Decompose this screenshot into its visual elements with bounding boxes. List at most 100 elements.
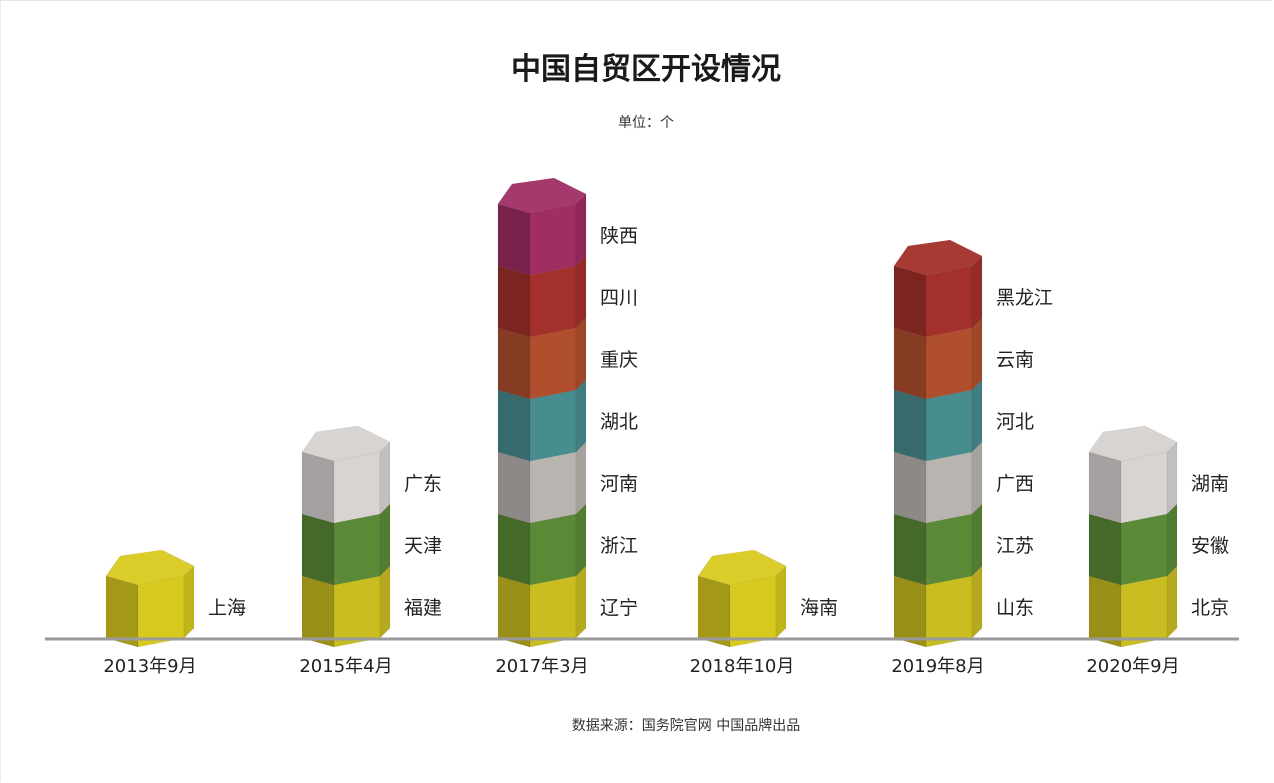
bar-segment-front-face — [925, 513, 973, 586]
segment-label: 安徽 — [1191, 535, 1229, 557]
bar-segment-left-face — [301, 575, 335, 648]
bar-segment-right-face — [1166, 503, 1178, 577]
bar-top-face — [1088, 425, 1178, 462]
bar-segment-right-face — [1166, 441, 1178, 515]
bar-segment-left-face — [1088, 451, 1122, 524]
bar-segment-left-face — [301, 451, 335, 524]
bar-segment-right-face — [971, 503, 983, 577]
bar-segment-left-face — [893, 265, 927, 338]
segment-label: 浙江 — [600, 535, 638, 557]
segment-label: 河南 — [600, 473, 638, 495]
bar-segment-left-face — [497, 265, 531, 338]
bar-segment-right-face — [971, 441, 983, 515]
segment-label: 云南 — [996, 349, 1034, 371]
bar-segment-left-face — [497, 203, 531, 276]
segment-label: 黑龙江 — [996, 287, 1053, 309]
bar-segment-left-face — [893, 451, 927, 524]
bar-top-face — [301, 425, 391, 462]
bar-segment-front-face — [529, 389, 577, 462]
bar-segment-front-face — [1120, 513, 1168, 586]
bar-segment-right-face — [575, 565, 587, 639]
x-tick-group: 2013年9月 2015年4月 2017年3月 2018年10月 2019年8月 2020… — [103, 656, 1179, 677]
bar-segment-front-face — [529, 575, 577, 648]
bar-top-face — [697, 549, 787, 586]
bar-segment-left-face — [105, 575, 139, 648]
x-tick-label: 2015年4月 — [299, 656, 392, 677]
bar-segment-front-face — [529, 513, 577, 586]
bar-segment-right-face — [971, 255, 983, 329]
segment-label: 辽宁 — [600, 597, 638, 619]
bar-segment-right-face — [575, 503, 587, 577]
bar-segment-left-face — [497, 389, 531, 462]
bar-segment-front-face — [925, 451, 973, 524]
bar-segment-front-face — [925, 575, 973, 648]
bar-segment-front-face — [529, 327, 577, 400]
bar-segment-right-face — [183, 565, 195, 639]
bar-segment-right-face — [379, 503, 391, 577]
bar-segment-left-face — [893, 513, 927, 586]
x-tick-label: 2018年10月 — [690, 656, 795, 677]
bar-segment-front-face — [333, 575, 381, 648]
bar-segment-right-face — [575, 255, 587, 329]
bar-segment-right-face — [575, 193, 587, 267]
source-note: 数据来源：国务院官网 中国品牌出品 — [572, 717, 800, 734]
bar-segment-left-face — [497, 575, 531, 648]
bar-segment-left-face — [497, 451, 531, 524]
segment-label: 广东 — [404, 473, 442, 495]
bar-stack: 上海 — [105, 549, 246, 648]
chart-subtitle: 单位：个 — [618, 115, 674, 131]
segment-label: 河北 — [996, 411, 1034, 433]
bar-segment-front-face — [529, 265, 577, 338]
bar-top-face — [105, 549, 195, 586]
bar-segment-front-face — [529, 203, 577, 276]
segment-label: 重庆 — [600, 349, 638, 371]
segment-label: 天津 — [404, 535, 442, 557]
bar-stack: 山东 江苏 广西 河北 云南 黑龙江 — [893, 239, 1053, 648]
bar-segment-right-face — [971, 317, 983, 391]
chart-title: 中国自贸区开设情况 — [511, 52, 781, 87]
bar-segment-front-face — [925, 265, 973, 338]
bar-segment-right-face — [575, 317, 587, 391]
bar-segment-left-face — [893, 389, 927, 462]
bar-top-face — [497, 177, 587, 214]
bar-stack: 辽宁 浙江 河南 湖北 重庆 四川 陕西 — [497, 177, 638, 648]
segment-label: 陕西 — [600, 225, 638, 247]
bar-segment-left-face — [301, 513, 335, 586]
bar-segment-front-face — [1120, 575, 1168, 648]
segment-label: 北京 — [1191, 597, 1229, 619]
bar-segment-right-face — [775, 565, 787, 639]
bar-segment-right-face — [1166, 565, 1178, 639]
segment-label: 江苏 — [996, 535, 1034, 557]
bar-segment-front-face — [1120, 451, 1168, 524]
segment-label: 福建 — [404, 597, 442, 619]
bar-segment-right-face — [575, 379, 587, 453]
bar-segment-front-face — [137, 575, 185, 648]
x-tick-label: 2013年9月 — [103, 656, 196, 677]
bar-segment-left-face — [893, 575, 927, 648]
x-tick-label: 2019年8月 — [891, 656, 984, 677]
segment-label: 海南 — [800, 597, 838, 619]
x-tick-label: 2020年9月 — [1086, 656, 1179, 677]
segment-label: 湖北 — [600, 411, 638, 433]
bar-segment-right-face — [379, 441, 391, 515]
segment-label: 四川 — [600, 287, 638, 309]
bar-segment-left-face — [1088, 513, 1122, 586]
bar-segment-right-face — [379, 565, 391, 639]
bar-segment-front-face — [333, 451, 381, 524]
bar-segment-front-face — [925, 327, 973, 400]
bar-segment-front-face — [925, 389, 973, 462]
bar-segment-right-face — [971, 565, 983, 639]
bar-segment-left-face — [893, 327, 927, 400]
bar-segment-right-face — [575, 441, 587, 515]
bar-segment-left-face — [697, 575, 731, 648]
bar-segment-front-face — [729, 575, 777, 648]
bar-stack: 海南 — [697, 549, 838, 648]
x-tick-label: 2017年3月 — [495, 656, 588, 677]
bar-segment-front-face — [333, 513, 381, 586]
segment-label: 山东 — [996, 597, 1034, 619]
segment-label: 广西 — [996, 473, 1034, 495]
